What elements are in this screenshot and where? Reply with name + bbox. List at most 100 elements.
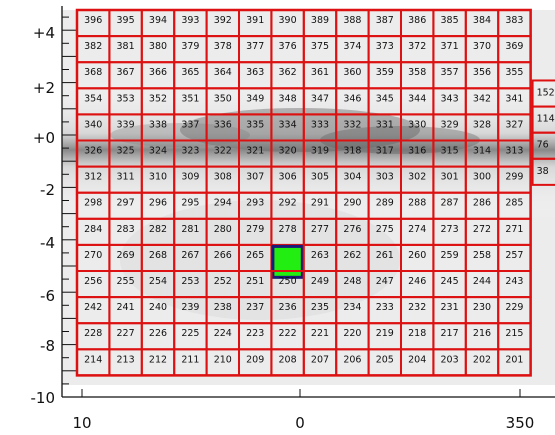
tile-id-label: 341 — [505, 93, 523, 104]
tile-id-label: 321 — [246, 146, 264, 157]
tile-id-label: 207 — [311, 354, 329, 365]
tile-id-label: 347 — [311, 93, 329, 104]
tile-id-label: 344 — [408, 93, 426, 104]
tile-id-label: 251 — [246, 276, 264, 287]
tile-id-label: 226 — [149, 328, 167, 339]
partial-tile-label: 76 — [537, 140, 549, 151]
tile-id-label: 262 — [343, 250, 361, 261]
tile-id-label: 209 — [246, 354, 264, 365]
tile-id-label: 263 — [311, 250, 329, 261]
tile-id-label: 221 — [311, 328, 329, 339]
tile-id-label: 248 — [343, 276, 361, 287]
tile-id-label: 254 — [149, 276, 167, 287]
tile-id-label: 361 — [311, 67, 329, 78]
tile-id-label: 317 — [376, 146, 394, 157]
tile-id-label: 377 — [246, 41, 264, 52]
tile-id-label: 300 — [473, 172, 491, 183]
tile-id-label: 385 — [441, 15, 459, 26]
tile-id-label: 265 — [246, 250, 264, 261]
tile-id-label: 223 — [246, 328, 264, 339]
tile-id-label: 234 — [343, 302, 361, 313]
tile-id-label: 282 — [149, 224, 167, 235]
tile-id-label: 393 — [181, 15, 199, 26]
tile-id-label: 269 — [117, 250, 135, 261]
tile-id-label: 293 — [246, 198, 264, 209]
tile-id-label: 236 — [279, 302, 297, 313]
y-tick-label: -8 — [40, 337, 55, 355]
tile-id-label: 204 — [408, 354, 426, 365]
tile-id-label: 231 — [441, 302, 459, 313]
tile-id-label: 217 — [441, 328, 459, 339]
tile-id-label: 313 — [505, 146, 523, 157]
tile-id-label: 364 — [214, 67, 232, 78]
tile-id-label: 375 — [311, 41, 329, 52]
tile-id-label: 354 — [84, 93, 102, 104]
tile-id-label: 318 — [343, 146, 361, 157]
tile-id-label: 284 — [84, 224, 102, 235]
tile-id-label: 381 — [117, 41, 135, 52]
tile-id-label: 358 — [408, 67, 426, 78]
tile-id-label: 201 — [505, 354, 523, 365]
tile-id-label: 338 — [149, 119, 167, 130]
tile-id-label: 315 — [441, 146, 459, 157]
tile-id-label: 346 — [343, 93, 361, 104]
tile-id-label: 301 — [441, 172, 459, 183]
tile-id-label: 360 — [343, 67, 361, 78]
tile-id-label: 323 — [181, 146, 199, 157]
tile-id-label: 374 — [343, 41, 361, 52]
tile-id-label: 390 — [279, 15, 297, 26]
tile-id-label: 249 — [311, 276, 329, 287]
tile-id-label: 349 — [246, 93, 264, 104]
tile-id-label: 241 — [117, 302, 135, 313]
tile-id-label: 222 — [279, 328, 297, 339]
partial-tile-38[interactable]: 38 — [531, 157, 555, 186]
tile-id-label: 357 — [441, 67, 459, 78]
tile-id-label: 373 — [376, 41, 394, 52]
tile-id-label: 240 — [149, 302, 167, 313]
tile-id-label: 214 — [84, 354, 102, 365]
tile-id-label: 243 — [505, 276, 523, 287]
selected-tile-marker[interactable] — [271, 244, 304, 279]
tile-id-label: 356 — [473, 67, 491, 78]
partial-tile-border — [531, 157, 555, 186]
tile-id-label: 297 — [117, 198, 135, 209]
tile-id-label: 314 — [473, 146, 491, 157]
tile-id-label: 299 — [505, 172, 523, 183]
tile-id-label: 333 — [311, 119, 329, 130]
tile-id-label: 266 — [214, 250, 232, 261]
tile-id-label: 365 — [181, 67, 199, 78]
tile-id-label: 279 — [246, 224, 264, 235]
tile-id-label: 302 — [408, 172, 426, 183]
tile-id-label: 362 — [279, 67, 297, 78]
tile-id-label: 319 — [311, 146, 329, 157]
tile-id-label: 306 — [279, 172, 297, 183]
tile-id-label: 331 — [376, 119, 394, 130]
partial-tile-column: 152 114 76 38 — [531, 79, 555, 186]
tile-264[interactable] — [271, 244, 304, 279]
tile-id-label: 224 — [214, 328, 232, 339]
tile-id-label: 253 — [181, 276, 199, 287]
tile-id-label: 396 — [84, 15, 102, 26]
tile-id-label: 227 — [117, 328, 135, 339]
tile-id-label: 305 — [311, 172, 329, 183]
tile-id-label: 383 — [505, 15, 523, 26]
tile-id-label: 271 — [505, 224, 523, 235]
tile-id-label: 363 — [246, 67, 264, 78]
tile-id-label: 215 — [505, 328, 523, 339]
tile-id-label: 274 — [408, 224, 426, 235]
tile-id-label: 255 — [117, 276, 135, 287]
y-tick-label: +2 — [33, 79, 55, 97]
tile-id-label: 283 — [117, 224, 135, 235]
tile-id-label: 370 — [473, 41, 491, 52]
tile-id-label: 298 — [84, 198, 102, 209]
tile-id-label: 268 — [149, 250, 167, 261]
plot-axes — [61, 6, 555, 398]
tile-id-label: 369 — [505, 41, 523, 52]
tile-id-label: 280 — [214, 224, 232, 235]
tile-id-label: 295 — [181, 198, 199, 209]
tile-id-label: 232 — [408, 302, 426, 313]
tile-id-label: 387 — [376, 15, 394, 26]
tile-id-label: 379 — [181, 41, 199, 52]
grid-outer-border — [75, 8, 532, 377]
